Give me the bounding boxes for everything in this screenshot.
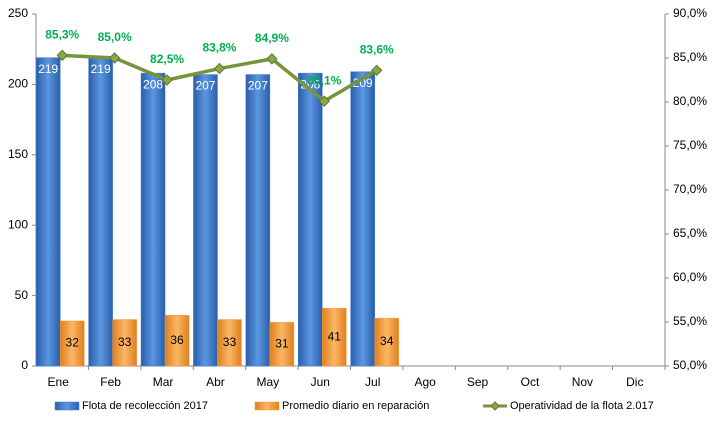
bar-value-label: 32 xyxy=(66,336,80,350)
bar xyxy=(374,317,399,367)
line-value-label: 83,6% xyxy=(360,42,394,56)
x-tick-label: May xyxy=(257,375,280,389)
bar xyxy=(298,72,323,367)
bar-value-label: 207 xyxy=(248,79,268,93)
x-tick-label: Sep xyxy=(467,375,489,389)
line-value-label: 85,3% xyxy=(45,28,79,42)
y2-tick-label: 85,0% xyxy=(673,50,707,64)
legend-label: Promedio diario en reparación xyxy=(282,400,429,412)
bar-value-label: 208 xyxy=(143,77,163,91)
x-tick-label: Oct xyxy=(521,375,540,389)
y2-tick-label: 65,0% xyxy=(673,226,707,240)
x-tick-label: Dic xyxy=(626,375,643,389)
y2-tick-label: 75,0% xyxy=(673,138,707,152)
bar xyxy=(35,57,61,367)
bar-value-label: 219 xyxy=(91,62,111,76)
legend-label: Operatividad de la flota 2.017 xyxy=(510,400,654,412)
bar-value-label: 207 xyxy=(195,79,215,93)
y2-tick-label: 90,0% xyxy=(673,6,707,20)
x-tick-label: Feb xyxy=(100,375,121,389)
y2-tick-label: 70,0% xyxy=(673,182,707,196)
y2-tick-label: 55,0% xyxy=(673,314,707,328)
x-tick-label: Mar xyxy=(153,375,174,389)
legend-label: Flota de recolección 2017 xyxy=(82,400,208,412)
x-tick-label: Jul xyxy=(365,375,380,389)
y-tick-label: 200 xyxy=(8,77,28,91)
bar xyxy=(88,57,113,367)
bar-value-label: 34 xyxy=(380,334,394,348)
x-tick-label: Jun xyxy=(311,375,330,389)
bar xyxy=(245,74,271,367)
bar-value-label: 219 xyxy=(38,62,58,76)
line-marker xyxy=(371,64,383,77)
y-tick-label: 250 xyxy=(8,6,28,20)
bar-value-label: 36 xyxy=(170,333,184,347)
bar-value-label: 33 xyxy=(223,335,237,349)
y-tick-label: 100 xyxy=(8,217,28,231)
x-tick-label: Nov xyxy=(572,375,593,389)
line-marker xyxy=(56,49,68,62)
line-value-label: 82,5% xyxy=(150,52,184,66)
bar-value-label: 33 xyxy=(118,335,132,349)
bar-value-label: 31 xyxy=(275,336,289,350)
bar xyxy=(193,74,218,367)
y-tick-label: 50 xyxy=(15,288,29,302)
line-marker xyxy=(318,95,330,107)
y2-tick-label: 60,0% xyxy=(673,270,707,284)
bar xyxy=(164,315,190,367)
legend-swatch xyxy=(254,401,280,411)
line-marker xyxy=(108,52,121,64)
bar-value-label: 41 xyxy=(328,329,342,343)
line-marker xyxy=(161,74,173,86)
line-value-label: 84,9% xyxy=(255,31,289,45)
bar xyxy=(59,320,85,367)
bar xyxy=(140,72,166,367)
bar xyxy=(350,71,375,367)
bar xyxy=(217,319,242,367)
y-tick-label: 150 xyxy=(8,147,28,161)
line-marker xyxy=(266,53,278,65)
legend-swatch xyxy=(54,401,80,411)
x-tick-label: Abr xyxy=(206,375,225,389)
y-tick-label: 0 xyxy=(21,358,28,372)
bar-value-label: 209 xyxy=(353,76,373,90)
bar xyxy=(269,322,295,367)
line-value-label: 80,1% xyxy=(307,73,341,87)
line-value-label: 83,8% xyxy=(202,41,236,55)
y2-tick-label: 80,0% xyxy=(673,94,707,108)
bar xyxy=(112,319,137,367)
line-value-label: 85,0% xyxy=(98,30,132,44)
line-marker xyxy=(213,62,226,75)
x-tick-label: Ago xyxy=(414,375,436,389)
bar xyxy=(322,308,347,367)
x-tick-label: Ene xyxy=(48,375,70,389)
y2-tick-label: 50,0% xyxy=(673,358,707,372)
legend-marker xyxy=(490,401,500,411)
